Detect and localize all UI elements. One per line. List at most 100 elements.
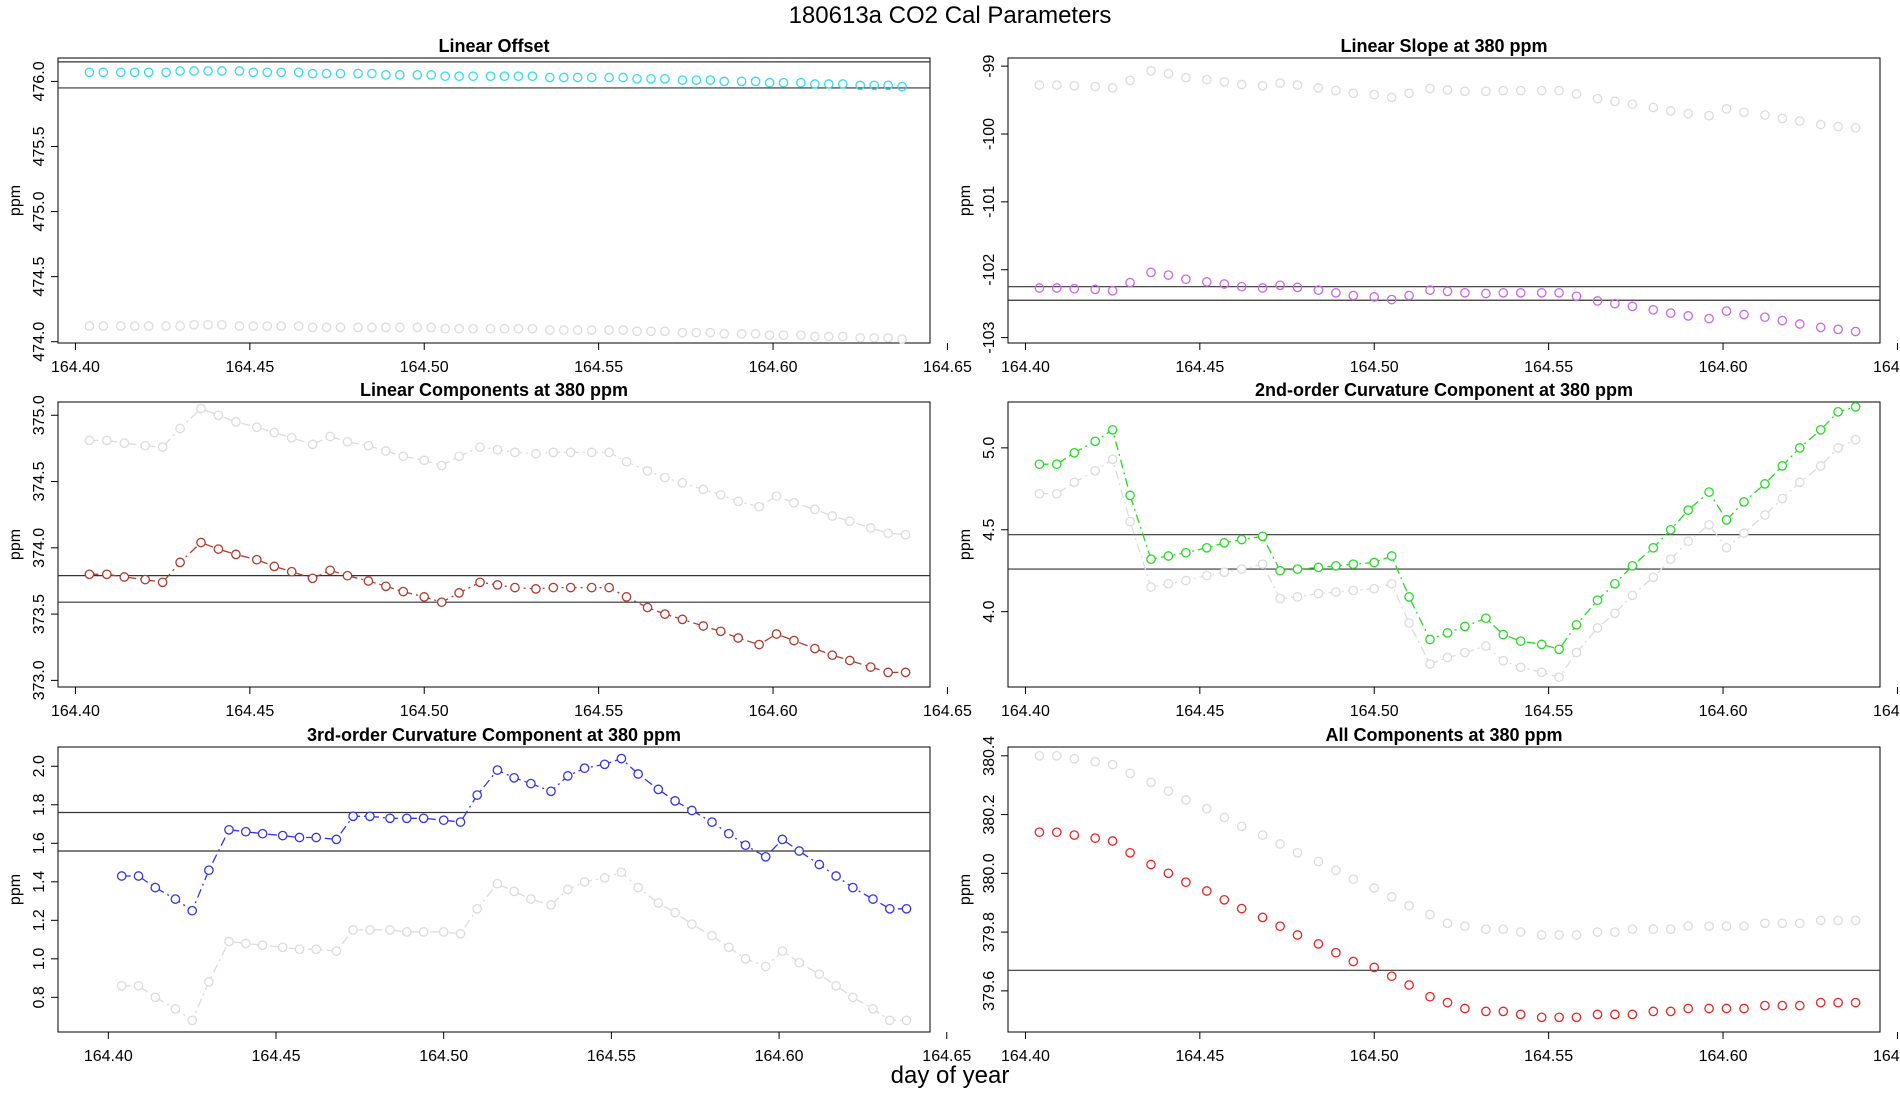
y-tick-label: 374.5 — [31, 461, 48, 501]
data-point — [526, 894, 536, 904]
data-point — [412, 322, 423, 333]
data-point — [1275, 565, 1285, 576]
data-point — [438, 815, 449, 826]
data-point — [1331, 865, 1341, 876]
data-point — [1777, 315, 1788, 326]
data-point — [133, 980, 144, 991]
data-point — [170, 1004, 181, 1014]
data-point — [827, 650, 838, 661]
data-point — [1777, 113, 1788, 124]
data-point — [1146, 66, 1156, 76]
data-point — [331, 946, 342, 956]
data-point — [342, 570, 353, 581]
data-point — [1051, 459, 1062, 470]
x-tick-label: 164.60 — [1699, 703, 1748, 720]
data-point — [1850, 123, 1861, 133]
data-point — [883, 80, 893, 91]
data-point — [1498, 629, 1509, 640]
data-point — [248, 321, 259, 331]
data-point — [1815, 119, 1826, 130]
data-point — [175, 66, 185, 76]
data-point — [1460, 86, 1470, 97]
figure-title: 180613a CO2 Cal Parameters — [788, 2, 1112, 29]
data-point — [723, 828, 734, 839]
data-point — [1090, 756, 1101, 767]
data-point — [1331, 947, 1341, 958]
data-point — [365, 925, 375, 935]
data-point — [1610, 578, 1620, 589]
data-point — [1648, 542, 1659, 553]
data-point — [1107, 759, 1118, 770]
data-point — [1275, 280, 1285, 291]
data-point — [1481, 613, 1491, 624]
data-point — [1815, 461, 1826, 471]
y-tick-label: 476.0 — [31, 61, 48, 101]
data-point — [1425, 909, 1435, 920]
data-point — [1034, 488, 1045, 499]
data-point — [897, 334, 907, 344]
y-tick-label: 474.5 — [31, 257, 48, 297]
data-point — [418, 927, 429, 937]
data-point — [1592, 1009, 1603, 1020]
data-point — [1386, 92, 1397, 103]
y-tick-label: 1.6 — [31, 832, 48, 854]
data-point — [418, 813, 429, 824]
data-point — [1442, 628, 1453, 638]
data-point — [276, 321, 287, 331]
data-point — [509, 772, 519, 783]
data-point — [1348, 585, 1359, 596]
data-point — [572, 72, 583, 83]
data-point — [1794, 1000, 1805, 1011]
data-point — [1219, 812, 1230, 823]
data-point — [1090, 833, 1101, 843]
data-point — [642, 466, 653, 476]
data-point — [1034, 750, 1045, 761]
data-point — [565, 447, 576, 458]
data-point — [810, 504, 820, 515]
y-tick-label: 5.0 — [981, 437, 998, 459]
data-point — [1815, 424, 1826, 435]
data-point — [719, 329, 730, 339]
data-point — [1777, 1000, 1788, 1011]
data-point — [1571, 89, 1582, 99]
x-tick-label: 164.50 — [419, 1048, 468, 1065]
data-point — [901, 1015, 912, 1026]
y-tick-label: 379.8 — [981, 912, 998, 952]
data-point — [736, 76, 747, 87]
series-line — [1039, 406, 1856, 651]
data-point — [84, 435, 95, 446]
data-point — [367, 68, 377, 79]
data-point — [1107, 83, 1118, 93]
data-point — [1760, 918, 1770, 929]
data-point — [1219, 567, 1230, 578]
data-point — [1090, 465, 1101, 476]
data-point — [140, 440, 151, 451]
data-point — [1236, 79, 1247, 90]
data-point — [691, 327, 702, 338]
data-point — [438, 927, 449, 937]
chart-title: Linear Components at 380 ppm — [360, 380, 628, 400]
data-point — [632, 326, 642, 337]
data-point — [794, 846, 805, 856]
data-point — [733, 496, 744, 507]
data-point — [653, 898, 664, 908]
y-tick-label: -103 — [981, 321, 998, 353]
data-point — [1481, 641, 1491, 651]
data-point — [1425, 991, 1435, 1002]
data-point — [231, 549, 241, 560]
data-point — [1275, 78, 1285, 88]
data-point — [1704, 110, 1714, 121]
data-point — [1592, 623, 1603, 633]
data-point — [468, 323, 478, 334]
data-point — [869, 332, 880, 343]
data-point — [426, 70, 437, 80]
data-point — [1442, 85, 1453, 95]
data-point — [653, 784, 664, 795]
data-point — [499, 323, 510, 334]
data-point — [485, 71, 496, 82]
data-point — [475, 442, 485, 452]
data-point — [1794, 443, 1805, 453]
data-point — [794, 957, 805, 968]
plot-frame — [1007, 57, 1881, 344]
data-point — [1201, 886, 1212, 896]
